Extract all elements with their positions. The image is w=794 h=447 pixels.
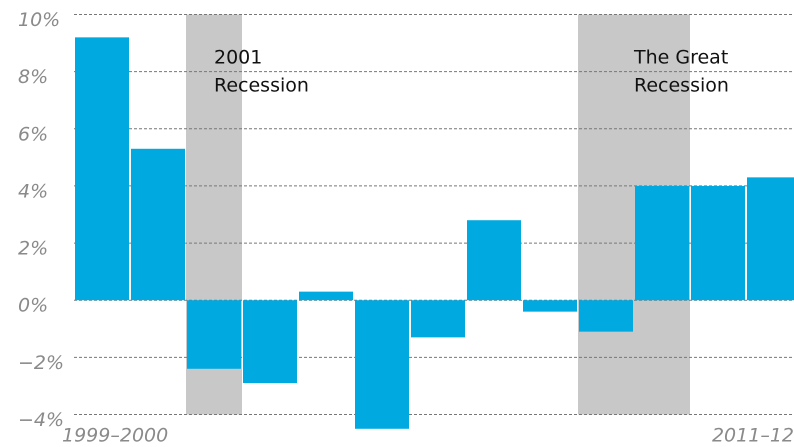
y-tick-label: 4% (18, 180, 48, 202)
bar (467, 220, 521, 301)
bar (187, 300, 241, 369)
bar (299, 291, 353, 301)
y-tick-label: −2% (18, 352, 64, 374)
bar (131, 148, 185, 301)
annotation: 2001 (214, 47, 262, 69)
y-tick-label: 10% (18, 9, 60, 31)
bar (579, 300, 633, 332)
bar (243, 300, 297, 384)
y-tick-label: 2% (18, 238, 48, 260)
bar (747, 177, 794, 301)
annotation: The Great (633, 47, 728, 69)
bar (411, 300, 465, 338)
annotation: Recession (634, 75, 729, 97)
bar (523, 300, 577, 312)
y-tick-label: 8% (18, 66, 48, 88)
bar (691, 185, 745, 301)
bar (355, 300, 409, 429)
bar (635, 185, 689, 301)
y-tick-label: 0% (18, 295, 48, 317)
annotation: Recession (214, 75, 309, 97)
x-tick-label: 1999–2000 (62, 425, 168, 447)
y-tick-label: 6% (18, 123, 48, 145)
x-tick-label: 2011–12 (712, 425, 794, 447)
bar (75, 37, 129, 301)
y-tick-label: −4% (18, 409, 64, 431)
